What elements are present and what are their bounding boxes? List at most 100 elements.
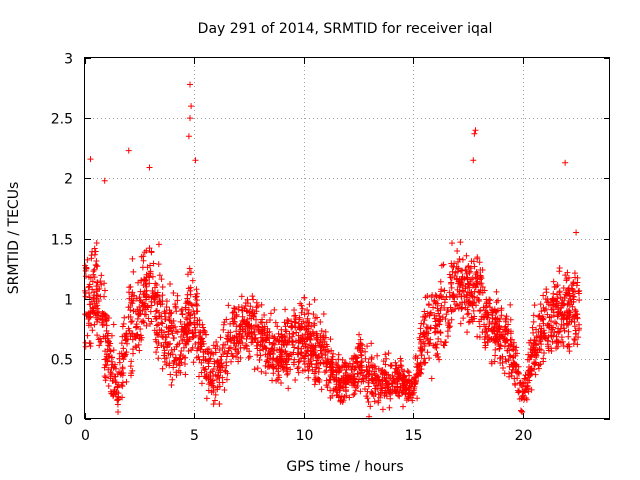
data-point — [159, 320, 166, 327]
data-point — [111, 363, 118, 370]
data-point — [174, 292, 181, 299]
data-point — [365, 399, 372, 406]
data-point — [158, 342, 165, 349]
data-point — [501, 337, 508, 344]
data-point — [495, 297, 502, 304]
data-point — [97, 278, 104, 285]
data-point — [140, 291, 147, 298]
data-point — [318, 386, 325, 393]
data-point — [459, 304, 466, 311]
data-point — [237, 354, 244, 361]
data-point — [143, 293, 150, 300]
data-point — [178, 359, 185, 366]
data-point — [320, 332, 327, 339]
data-point — [351, 390, 358, 397]
data-point — [246, 308, 253, 315]
data-point — [446, 289, 453, 296]
data-point — [537, 301, 544, 308]
data-point — [502, 338, 509, 345]
data-point — [570, 280, 577, 287]
data-point — [220, 351, 227, 358]
data-point — [216, 383, 223, 390]
data-point — [120, 345, 127, 352]
data-point — [155, 355, 162, 362]
data-point — [449, 307, 456, 314]
data-point — [262, 351, 269, 358]
data-point — [521, 375, 528, 382]
data-point — [127, 283, 134, 290]
data-point — [524, 356, 531, 363]
x-axis-label: GPS time / hours — [286, 459, 403, 475]
data-point — [489, 320, 496, 327]
data-point — [446, 271, 453, 278]
x-tick-label: 10 — [296, 428, 314, 444]
data-point — [516, 388, 523, 395]
data-point — [327, 372, 334, 379]
data-point — [459, 267, 466, 274]
data-point — [507, 336, 514, 343]
data-point — [460, 315, 467, 322]
data-point — [178, 326, 185, 333]
data-point — [269, 377, 276, 384]
data-point — [294, 351, 301, 358]
data-point — [335, 384, 342, 391]
data-point — [322, 352, 329, 359]
data-point — [424, 349, 431, 356]
data-point — [549, 296, 556, 303]
data-point — [192, 340, 199, 347]
data-point — [173, 328, 180, 335]
data-point — [355, 340, 362, 347]
data-point — [405, 369, 412, 376]
data-point — [135, 279, 142, 286]
data-point — [168, 381, 175, 388]
data-point — [339, 356, 346, 363]
data-point — [101, 310, 108, 317]
data-point — [350, 377, 357, 384]
data-point — [391, 376, 398, 383]
data-point — [276, 355, 283, 362]
data-point — [184, 271, 191, 278]
data-point — [87, 343, 94, 350]
x-tick-label: 20 — [515, 428, 533, 444]
data-point — [544, 337, 551, 344]
data-point — [531, 359, 538, 366]
data-point — [437, 330, 444, 337]
data-point — [425, 341, 432, 348]
data-point — [531, 366, 538, 373]
data-point — [295, 350, 302, 357]
data-point — [530, 344, 537, 351]
data-point — [565, 321, 572, 328]
data-point — [448, 284, 455, 291]
data-point — [210, 373, 217, 380]
data-point — [472, 274, 479, 281]
data-point — [111, 373, 118, 380]
data-point — [322, 328, 329, 335]
data-point — [281, 337, 288, 344]
data-point — [194, 297, 201, 304]
data-point — [565, 274, 572, 281]
data-point — [233, 340, 240, 347]
data-point — [235, 306, 242, 313]
data-point — [476, 334, 483, 341]
data-point — [368, 355, 375, 362]
data-point — [379, 377, 386, 384]
data-point — [126, 327, 133, 334]
data-point — [257, 352, 264, 359]
data-point — [155, 321, 162, 328]
data-point — [438, 262, 445, 269]
data-point — [476, 298, 483, 305]
data-point — [158, 313, 165, 320]
data-point — [289, 323, 296, 330]
data-point — [82, 287, 89, 294]
data-point — [325, 348, 332, 355]
data-point — [200, 364, 207, 371]
data-point — [411, 380, 418, 387]
data-point — [543, 305, 550, 312]
data-point — [477, 276, 484, 283]
data-point — [170, 289, 177, 296]
data-point — [118, 340, 125, 347]
data-point — [327, 387, 334, 394]
data-point — [278, 326, 285, 333]
data-point — [548, 332, 555, 339]
data-point — [297, 300, 304, 307]
